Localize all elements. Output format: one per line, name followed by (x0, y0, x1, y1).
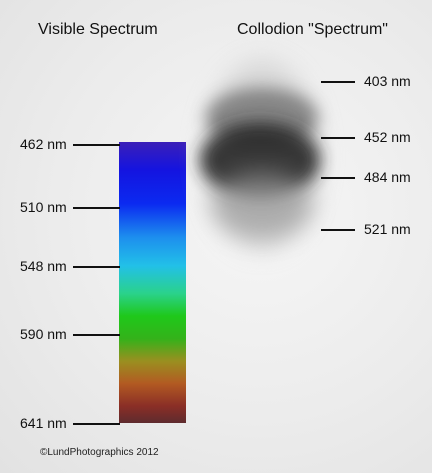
collodion-tick-label-484: 484 nm (364, 169, 411, 185)
visible-tick-line-462 (73, 144, 120, 146)
collodion-tick-label-452: 452 nm (364, 129, 411, 145)
visible-tick-line-510 (73, 207, 120, 209)
visible-tick-line-641 (73, 423, 120, 425)
visible-spectrum-heading: Visible Spectrum (38, 21, 158, 38)
copyright-text: ©LundPhotographics 2012 (40, 447, 159, 458)
visible-tick-label-510: 510 nm (20, 199, 67, 215)
visible-tick-label-548: 548 nm (20, 258, 67, 274)
visible-tick-line-548 (73, 266, 120, 268)
collodion-spectrum-heading: Collodion "Spectrum" (237, 21, 388, 38)
collodion-exposure-smudge (200, 60, 320, 250)
collodion-tick-label-521: 521 nm (364, 221, 411, 237)
visible-spectrum-strip (119, 142, 186, 423)
collodion-tick-label-403: 403 nm (364, 73, 411, 89)
collodion-tick-line-452 (321, 137, 355, 139)
visible-tick-label-590: 590 nm (20, 326, 67, 342)
visible-tick-label-641: 641 nm (20, 415, 67, 431)
visible-tick-line-590 (73, 334, 120, 336)
collodion-tick-line-403 (321, 81, 355, 83)
collodion-tick-line-484 (321, 177, 355, 179)
visible-tick-label-462: 462 nm (20, 136, 67, 152)
collodion-tick-line-521 (321, 229, 355, 231)
